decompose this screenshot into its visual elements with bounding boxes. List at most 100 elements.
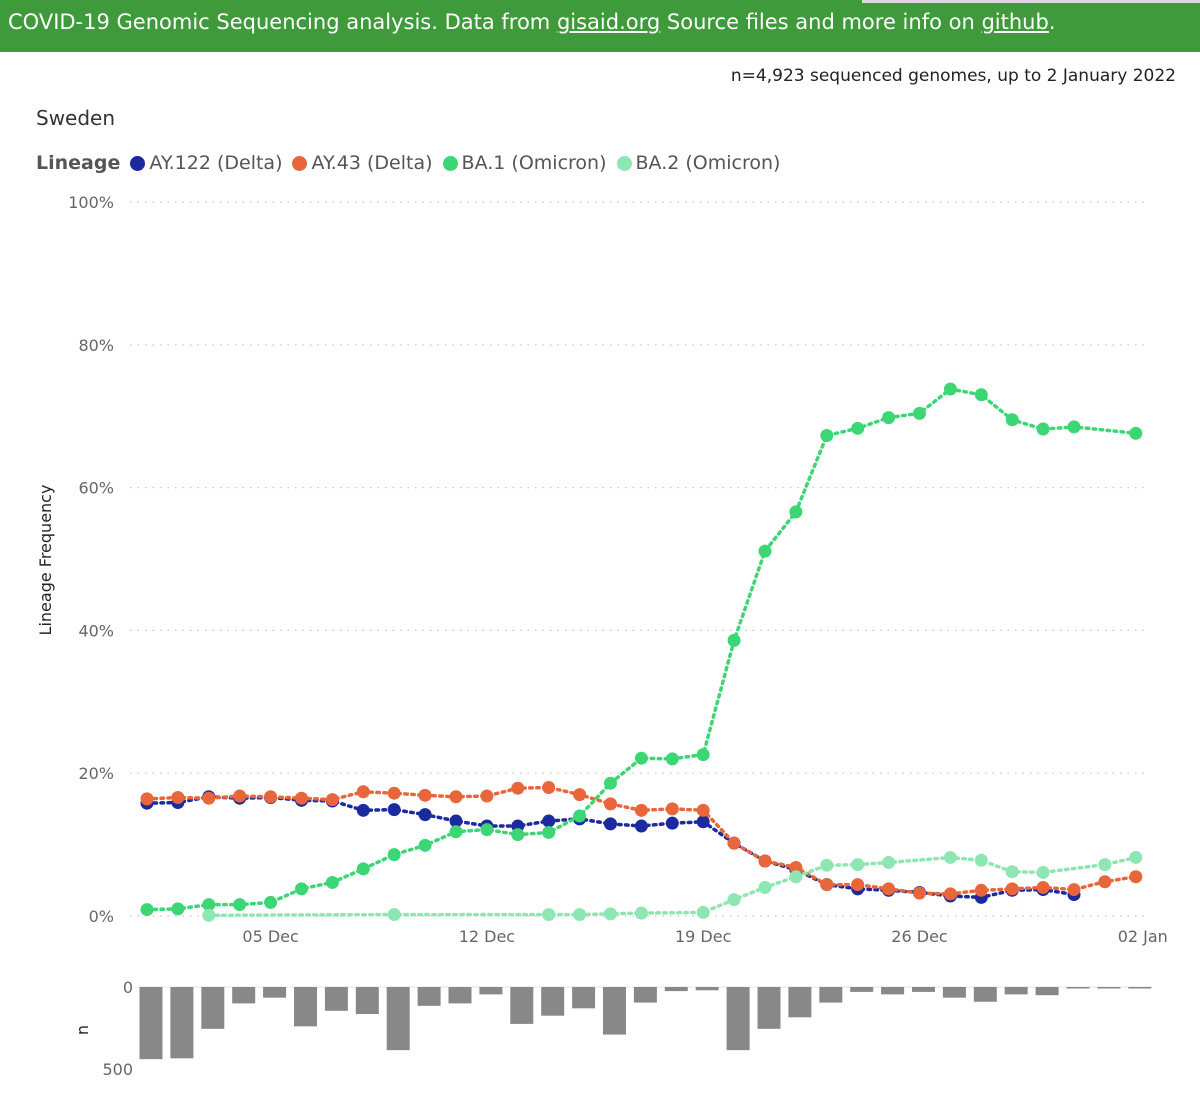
legend-label-ba1: BA.1 (Omicron) (461, 152, 607, 174)
legend-label-ay122: AY.122 (Delta) (149, 152, 283, 174)
data-point-0 (665, 816, 679, 830)
data-point-3 (1005, 865, 1019, 879)
header-banner: COVID-19 Genomic Sequencing analysis. Da… (0, 0, 1200, 52)
data-point-1 (418, 788, 432, 802)
series-line-1 (145, 785, 1138, 896)
count-bar (633, 987, 657, 1003)
count-bar (757, 987, 781, 1029)
data-point-2 (1036, 422, 1050, 436)
data-point-2 (665, 752, 679, 766)
genome-count-subtitle: n=4,923 sequenced genomes, up to 2 Janua… (730, 66, 1176, 86)
data-point-1 (171, 790, 185, 804)
data-point-2 (1067, 420, 1081, 434)
banner-text-middle: Source files and more info on (660, 10, 982, 34)
data-point-3 (202, 908, 216, 922)
legend-item-ba1[interactable]: BA.1 (Omicron) (442, 152, 607, 174)
count-bar (417, 987, 441, 1006)
count-bar (788, 987, 812, 1018)
gisaid-link[interactable]: gisaid.org (556, 10, 661, 34)
count-bar (448, 987, 472, 1004)
data-point-2 (480, 823, 494, 837)
data-point-0 (634, 819, 648, 833)
count-bar (1097, 987, 1121, 989)
data-point-3 (943, 850, 957, 864)
y-tick-label: 80% (78, 336, 114, 355)
data-point-2 (974, 388, 988, 402)
data-point-2 (418, 838, 432, 852)
count-bar (942, 987, 966, 998)
legend-marker-ay43 (292, 155, 308, 171)
data-point-3 (604, 907, 617, 921)
count-bar (541, 987, 565, 1016)
data-point-1 (727, 836, 741, 850)
legend-title: Lineage (36, 152, 121, 174)
data-point-1 (1098, 875, 1112, 889)
github-link[interactable]: github (981, 10, 1049, 34)
y-tick-label: 60% (78, 479, 114, 498)
data-point-2 (882, 411, 896, 425)
count-bar (139, 987, 163, 1060)
x-tick-label: 12 Dec (459, 927, 515, 946)
count-bar (294, 987, 317, 1027)
data-point-2 (202, 898, 216, 912)
data-point-2 (604, 776, 617, 790)
data-point-2 (171, 902, 185, 916)
data-point-3 (1098, 858, 1112, 872)
data-point-1 (789, 860, 803, 874)
legend-item-ay122[interactable]: AY.122 (Delta) (130, 152, 282, 174)
chart-legend: Lineage AY.122 (Delta) AY.43 (Delta) BA.… (36, 152, 790, 174)
data-point-1 (1036, 880, 1050, 894)
data-point-1 (943, 887, 957, 901)
data-point-1 (913, 886, 926, 900)
bar-y-tick-label: 500 (102, 1060, 133, 1079)
data-point-3 (1129, 850, 1143, 864)
data-point-1 (604, 797, 617, 811)
data-point-1 (696, 803, 710, 817)
count-bar (912, 987, 935, 992)
data-point-3 (882, 855, 896, 869)
data-point-3 (696, 905, 710, 919)
data-point-1 (665, 802, 679, 816)
data-point-2 (387, 848, 401, 862)
legend-label-ba2: BA.2 (Omicron) (635, 152, 781, 174)
data-point-1 (449, 790, 463, 804)
data-point-2 (449, 825, 463, 839)
count-bar (510, 987, 534, 1024)
data-point-1 (480, 789, 494, 803)
count-bar (850, 987, 874, 992)
count-bar (324, 987, 348, 1011)
data-point-1 (1067, 883, 1081, 897)
count-bar (973, 987, 997, 1002)
x-tick-label: 02 Jan (1118, 927, 1168, 946)
legend-item-ay43[interactable]: AY.43 (Delta) (292, 152, 433, 174)
data-point-2 (233, 898, 247, 912)
data-point-2 (634, 751, 648, 765)
count-bar (572, 987, 596, 1009)
data-point-0 (542, 814, 556, 828)
data-point-1 (820, 878, 834, 892)
banner-text: COVID-19 Genomic Sequencing analysis. Da… (8, 10, 557, 34)
data-point-2 (573, 809, 587, 823)
count-bar (1004, 987, 1028, 995)
y-axis-title: Lineage Frequency (36, 485, 55, 636)
y-tick-label: 20% (78, 764, 114, 783)
legend-marker-ay122 (130, 155, 146, 171)
data-point-1 (356, 785, 370, 799)
data-point-1 (295, 791, 308, 805)
bar-y-tick-label: 0 (123, 978, 133, 997)
legend-item-ba2[interactable]: BA.2 (Omicron) (616, 152, 781, 174)
data-point-3 (1036, 865, 1050, 879)
legend-label-ay43: AY.43 (Delta) (311, 152, 433, 174)
count-bar (355, 987, 379, 1015)
banner-text-end: . (1048, 10, 1056, 34)
count-bar (386, 987, 410, 1051)
data-point-1 (634, 803, 648, 817)
count-bar (1128, 987, 1152, 989)
y-tick-label: 40% (78, 621, 114, 640)
data-point-2 (542, 825, 556, 839)
count-bar (1066, 987, 1090, 989)
data-point-2 (758, 544, 772, 558)
count-bar (603, 987, 626, 1035)
country-title: Sweden (36, 106, 116, 130)
